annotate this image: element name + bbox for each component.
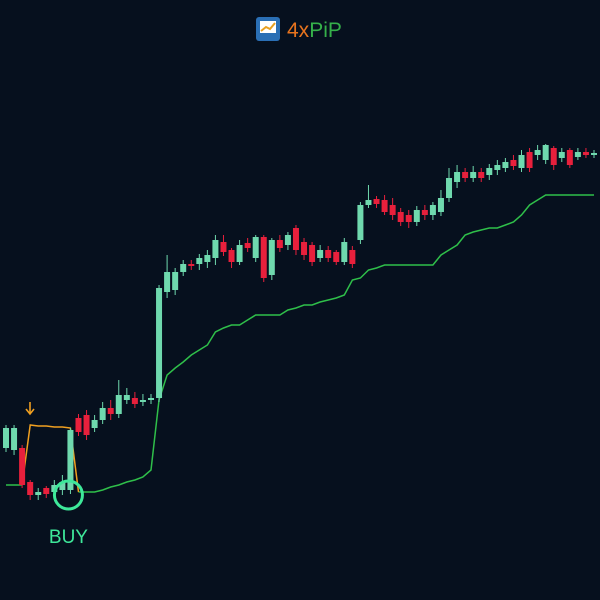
candle-body xyxy=(43,488,50,494)
candle-body xyxy=(534,150,541,155)
candle-body xyxy=(220,242,227,252)
candle-body xyxy=(19,448,26,485)
candle-body xyxy=(268,240,275,275)
candle-body xyxy=(180,264,187,272)
candle-body xyxy=(542,145,549,160)
candle-body xyxy=(325,250,332,258)
candle-body xyxy=(115,395,122,414)
buy-marker xyxy=(52,479,84,511)
candle-body xyxy=(462,172,469,178)
candle-body xyxy=(59,482,66,490)
candle-body xyxy=(574,152,581,157)
candle-body xyxy=(591,153,597,155)
candle-body xyxy=(526,152,533,168)
candle-body xyxy=(27,482,34,495)
logo-suffix: PiP xyxy=(309,19,342,42)
candle-body xyxy=(284,235,291,245)
candle-body xyxy=(156,288,163,398)
candle-body xyxy=(389,205,396,215)
candle-body xyxy=(381,200,388,212)
candle-body xyxy=(147,398,154,400)
candle-body xyxy=(11,428,18,450)
candle-body xyxy=(373,199,380,204)
candle-body xyxy=(397,212,404,222)
logo: 4xPiP xyxy=(256,17,342,42)
candle-body xyxy=(236,245,243,262)
candle-body xyxy=(494,165,501,170)
candle-body xyxy=(582,152,589,155)
candle-body xyxy=(421,210,428,215)
candle-body xyxy=(91,420,98,428)
candle-body xyxy=(365,200,372,205)
logo-chart xyxy=(260,22,276,32)
candle-body xyxy=(405,215,412,222)
candle-body xyxy=(309,245,316,262)
candle-body xyxy=(107,408,114,414)
candle-body xyxy=(510,160,517,166)
candle-body xyxy=(292,228,299,250)
candle-body xyxy=(558,152,565,158)
candle-body xyxy=(276,240,283,248)
sell-arrow xyxy=(25,402,35,416)
candle-body xyxy=(3,428,9,448)
candle-body xyxy=(429,205,436,215)
candle-body xyxy=(83,415,90,435)
trend-line xyxy=(78,194,594,493)
candle-body xyxy=(486,168,493,175)
candle-body xyxy=(502,162,509,168)
candle-body xyxy=(566,150,573,165)
arrow-head xyxy=(25,408,35,416)
candle-body xyxy=(518,155,525,168)
candle-body xyxy=(260,237,267,278)
candle-body xyxy=(341,242,348,262)
candle-body xyxy=(252,237,259,258)
candle-body xyxy=(131,398,138,404)
candle-body xyxy=(139,400,146,402)
candle-body xyxy=(51,485,58,492)
candle-body xyxy=(317,250,324,258)
candle-body xyxy=(164,272,171,292)
candle-body xyxy=(244,243,251,248)
candle-body xyxy=(437,198,444,212)
candle-body xyxy=(67,430,74,490)
candle-body xyxy=(99,408,106,420)
candle-body xyxy=(35,492,42,495)
candle-body xyxy=(196,258,203,264)
candle-body xyxy=(123,395,130,400)
candle-body xyxy=(333,252,340,262)
buy-label: BUY xyxy=(49,527,88,548)
candle-body xyxy=(301,242,308,255)
candle-body xyxy=(454,172,461,182)
candle-body xyxy=(470,172,477,178)
trend-line xyxy=(21,424,80,493)
candle-body xyxy=(204,255,211,262)
candle-body xyxy=(349,250,356,264)
candle-body xyxy=(228,250,235,262)
candle-body xyxy=(413,210,420,222)
candle-body xyxy=(188,264,195,266)
logo-text: 4xPiP xyxy=(287,19,342,42)
candle-body xyxy=(550,148,557,165)
candle-body xyxy=(172,272,179,290)
candle-body xyxy=(478,172,485,178)
candle-body xyxy=(75,418,82,432)
logo-prefix: 4x xyxy=(287,19,310,42)
candle-body xyxy=(212,240,219,258)
candle-body xyxy=(446,178,453,198)
candle-body xyxy=(357,205,364,240)
